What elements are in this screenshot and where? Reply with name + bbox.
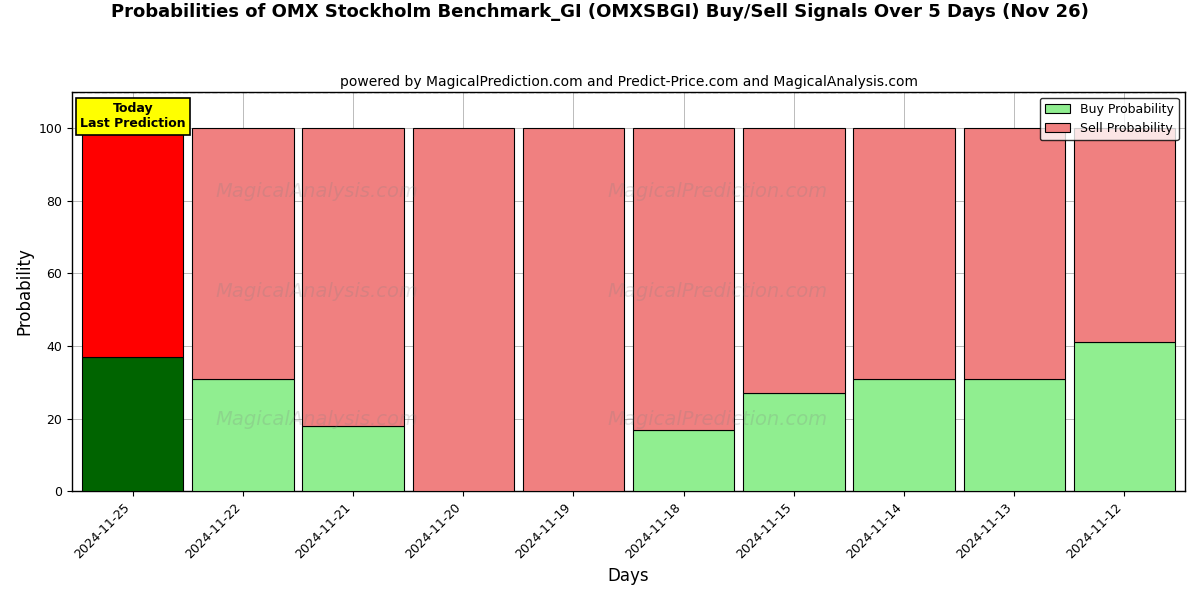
Bar — [82, 128, 184, 357]
Text: MagicalAnalysis.com: MagicalAnalysis.com — [216, 410, 419, 429]
Bar — [192, 379, 294, 491]
Y-axis label: Probability: Probability — [16, 248, 34, 335]
Bar — [523, 128, 624, 491]
Bar — [964, 128, 1064, 379]
Bar — [853, 128, 955, 379]
Bar — [413, 128, 514, 491]
Bar — [1074, 343, 1175, 491]
Text: Today
Last Prediction: Today Last Prediction — [80, 103, 186, 130]
Bar — [853, 379, 955, 491]
Bar — [192, 128, 294, 379]
Text: Probabilities of OMX Stockholm Benchmark_GI (OMXSBGI) Buy/Sell Signals Over 5 Da: Probabilities of OMX Stockholm Benchmark… — [112, 3, 1088, 21]
Text: MagicalAnalysis.com: MagicalAnalysis.com — [216, 282, 419, 301]
Bar — [632, 128, 734, 430]
Legend: Buy Probability, Sell Probability: Buy Probability, Sell Probability — [1040, 98, 1178, 140]
X-axis label: Days: Days — [607, 567, 649, 585]
Bar — [743, 393, 845, 491]
Text: MagicalPrediction.com: MagicalPrediction.com — [607, 182, 828, 201]
Text: MagicalPrediction.com: MagicalPrediction.com — [607, 410, 828, 429]
Bar — [82, 357, 184, 491]
Title: powered by MagicalPrediction.com and Predict-Price.com and MagicalAnalysis.com: powered by MagicalPrediction.com and Pre… — [340, 75, 918, 89]
Bar — [302, 128, 404, 426]
Bar — [964, 379, 1064, 491]
Bar — [302, 426, 404, 491]
Bar — [743, 128, 845, 393]
Bar — [632, 430, 734, 491]
Text: MagicalAnalysis.com: MagicalAnalysis.com — [216, 182, 419, 201]
Text: MagicalPrediction.com: MagicalPrediction.com — [607, 282, 828, 301]
Bar — [1074, 128, 1175, 343]
